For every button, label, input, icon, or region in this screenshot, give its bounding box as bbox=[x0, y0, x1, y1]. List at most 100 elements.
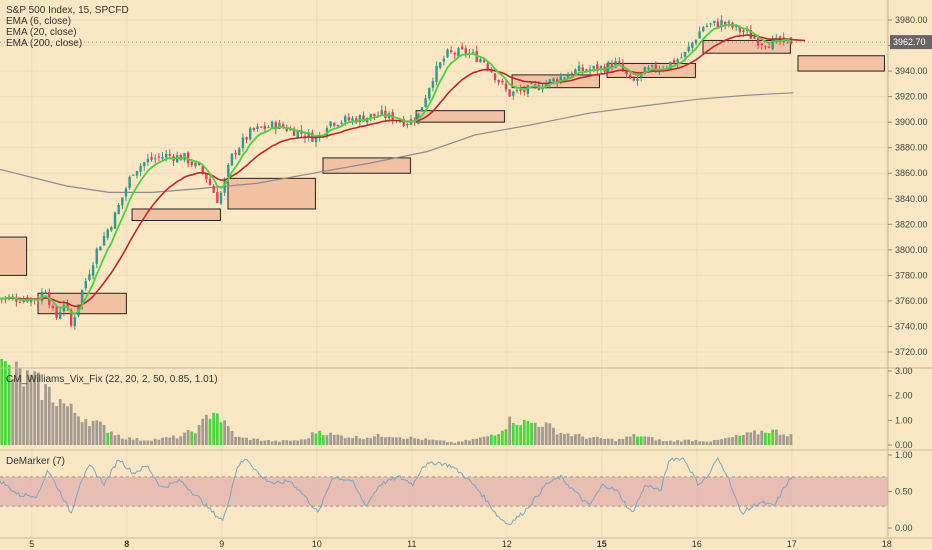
candle-down bbox=[756, 38, 760, 46]
vix-bar-green bbox=[219, 422, 223, 445]
vix-bar-gray bbox=[120, 438, 124, 445]
candle-up bbox=[541, 88, 544, 90]
candle-up bbox=[687, 46, 690, 52]
candle-down bbox=[764, 46, 767, 48]
vix-bar-gray bbox=[161, 437, 164, 445]
candle-down bbox=[15, 298, 18, 302]
vix-bar-gray bbox=[73, 412, 77, 445]
ema-20-line bbox=[0, 34, 806, 308]
vix-bar-gray bbox=[223, 420, 227, 445]
vix-bar-green bbox=[321, 435, 325, 445]
vix-bar-gray bbox=[625, 436, 628, 445]
vix-bar-gray bbox=[117, 434, 121, 445]
vix-bar-gray bbox=[606, 438, 610, 445]
vix-bar-gray bbox=[113, 435, 117, 445]
vix-bar-gray bbox=[245, 437, 248, 445]
support-zone bbox=[0, 236, 28, 276]
candle-up bbox=[636, 78, 639, 82]
vix-bar-green bbox=[489, 434, 493, 445]
support-zone bbox=[415, 110, 505, 123]
candle-up bbox=[713, 20, 716, 24]
vix-bar-gray bbox=[394, 437, 398, 445]
candle-up bbox=[113, 212, 117, 229]
vix-bar-green bbox=[0, 358, 4, 445]
candle-up bbox=[84, 281, 87, 289]
vix-bar-gray bbox=[88, 426, 91, 445]
candle-down bbox=[724, 21, 727, 25]
vix-bar-green bbox=[212, 412, 216, 445]
candle-up bbox=[249, 128, 252, 140]
candle-up bbox=[314, 136, 318, 143]
support-zone bbox=[227, 177, 316, 210]
vix-bar-green bbox=[215, 413, 219, 445]
ema-6-line bbox=[0, 23, 792, 315]
vix-bar-gray bbox=[687, 439, 691, 445]
candle-up bbox=[720, 20, 723, 28]
dem-y-tick-label: 1.00 bbox=[895, 450, 913, 460]
x-tick-label: 18 bbox=[882, 539, 892, 549]
candle-up bbox=[727, 21, 731, 24]
vix-bar-green bbox=[771, 429, 775, 445]
vix-bar-gray bbox=[544, 422, 548, 445]
x-tick-label: 15 bbox=[597, 539, 607, 549]
vix-bar-gray bbox=[66, 406, 69, 445]
vix-bar-gray bbox=[77, 416, 80, 445]
vix-bar-gray bbox=[712, 439, 716, 445]
candle-down bbox=[486, 63, 489, 69]
vix-bar-gray bbox=[259, 440, 263, 445]
candle-up bbox=[420, 107, 424, 112]
y-tick-label: 3940.00 bbox=[895, 66, 928, 76]
candle-up bbox=[702, 27, 705, 32]
vix-bar-gray bbox=[51, 402, 55, 445]
candle-up bbox=[146, 158, 150, 163]
candle-down bbox=[150, 156, 153, 160]
vix-bar-gray bbox=[325, 435, 329, 445]
vix-bar-green bbox=[500, 430, 504, 445]
candle-down bbox=[523, 89, 526, 92]
support-zone bbox=[797, 55, 885, 72]
vix-bar-gray bbox=[142, 440, 146, 445]
candle-down bbox=[216, 191, 219, 203]
vix-bar-gray bbox=[555, 434, 559, 445]
candle-down bbox=[157, 156, 161, 158]
y-tick-label: 3860.00 bbox=[895, 168, 928, 178]
vix-bar-gray bbox=[749, 432, 753, 445]
vix-fix-title: CM_Williams_Vix_Fix (22, 20, 2, 50, 0.85… bbox=[6, 374, 218, 385]
candle-up bbox=[219, 192, 223, 204]
vix-bar-gray bbox=[720, 439, 723, 445]
support-zone bbox=[131, 208, 221, 221]
candle-down bbox=[252, 127, 256, 130]
vix-bar-gray bbox=[376, 434, 380, 445]
candle-up bbox=[669, 61, 672, 70]
vix-bar-gray bbox=[380, 436, 384, 445]
x-tick-label: 10 bbox=[312, 539, 322, 549]
candle-down bbox=[347, 117, 351, 121]
vix-bar-gray bbox=[727, 437, 731, 445]
vix-bar-green bbox=[511, 423, 515, 445]
candle-up bbox=[40, 292, 44, 302]
vix-bar-gray bbox=[420, 440, 424, 445]
demarker-line bbox=[0, 456, 794, 526]
candle-down bbox=[205, 173, 208, 180]
vix-bar-gray bbox=[438, 440, 442, 445]
vix-bar-gray bbox=[197, 424, 201, 445]
vix-bar-gray bbox=[102, 424, 106, 445]
candle-up bbox=[676, 59, 679, 63]
candle-down bbox=[453, 53, 457, 55]
last-price-tag: 3962.70 bbox=[890, 35, 932, 50]
vix-bar-gray bbox=[723, 438, 727, 445]
legend-ema-20: EMA (20, close) bbox=[6, 27, 77, 38]
candle-down bbox=[753, 37, 756, 39]
candle-up bbox=[428, 88, 431, 99]
candle-up bbox=[132, 174, 135, 176]
ema-200-line bbox=[0, 92, 794, 193]
candle-up bbox=[270, 121, 274, 128]
candle-up bbox=[296, 130, 299, 138]
vix-bar-gray bbox=[778, 434, 782, 445]
candle-up bbox=[307, 131, 310, 137]
vix-bar-gray bbox=[58, 399, 62, 445]
vix-bar-green bbox=[190, 431, 194, 445]
vix-bar-gray bbox=[446, 442, 449, 445]
x-tick-label: 17 bbox=[787, 539, 797, 549]
candle-down bbox=[373, 113, 376, 117]
